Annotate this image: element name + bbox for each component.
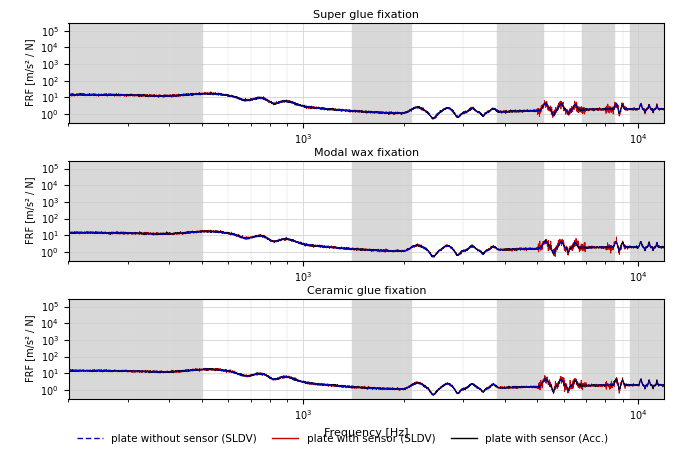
Bar xyxy=(630,161,664,260)
Bar xyxy=(351,161,411,260)
Y-axis label: FRF [m/s² / N]: FRF [m/s² / N] xyxy=(25,315,35,382)
Y-axis label: FRF [m/s² / N]: FRF [m/s² / N] xyxy=(25,39,35,106)
Title: Super glue fixation: Super glue fixation xyxy=(314,10,419,20)
Bar xyxy=(68,299,202,399)
Bar xyxy=(68,23,202,123)
Bar xyxy=(630,299,664,399)
Bar xyxy=(351,23,411,123)
Bar xyxy=(497,161,543,260)
Bar xyxy=(497,299,543,399)
Bar xyxy=(351,299,411,399)
Bar xyxy=(582,161,614,260)
Bar xyxy=(68,161,202,260)
Bar xyxy=(582,23,614,123)
Bar xyxy=(497,23,543,123)
Bar xyxy=(582,299,614,399)
Bar xyxy=(630,23,664,123)
Title: Modal wax fixation: Modal wax fixation xyxy=(314,149,419,159)
Y-axis label: FRF [m/s² / N]: FRF [m/s² / N] xyxy=(25,177,35,245)
Legend: plate without sensor (SLDV), plate with sensor (SLDV), plate with sensor (Acc.): plate without sensor (SLDV), plate with … xyxy=(73,429,612,448)
Title: Ceramic glue fixation: Ceramic glue fixation xyxy=(307,286,426,296)
X-axis label: Frequency [Hz]: Frequency [Hz] xyxy=(324,428,409,438)
